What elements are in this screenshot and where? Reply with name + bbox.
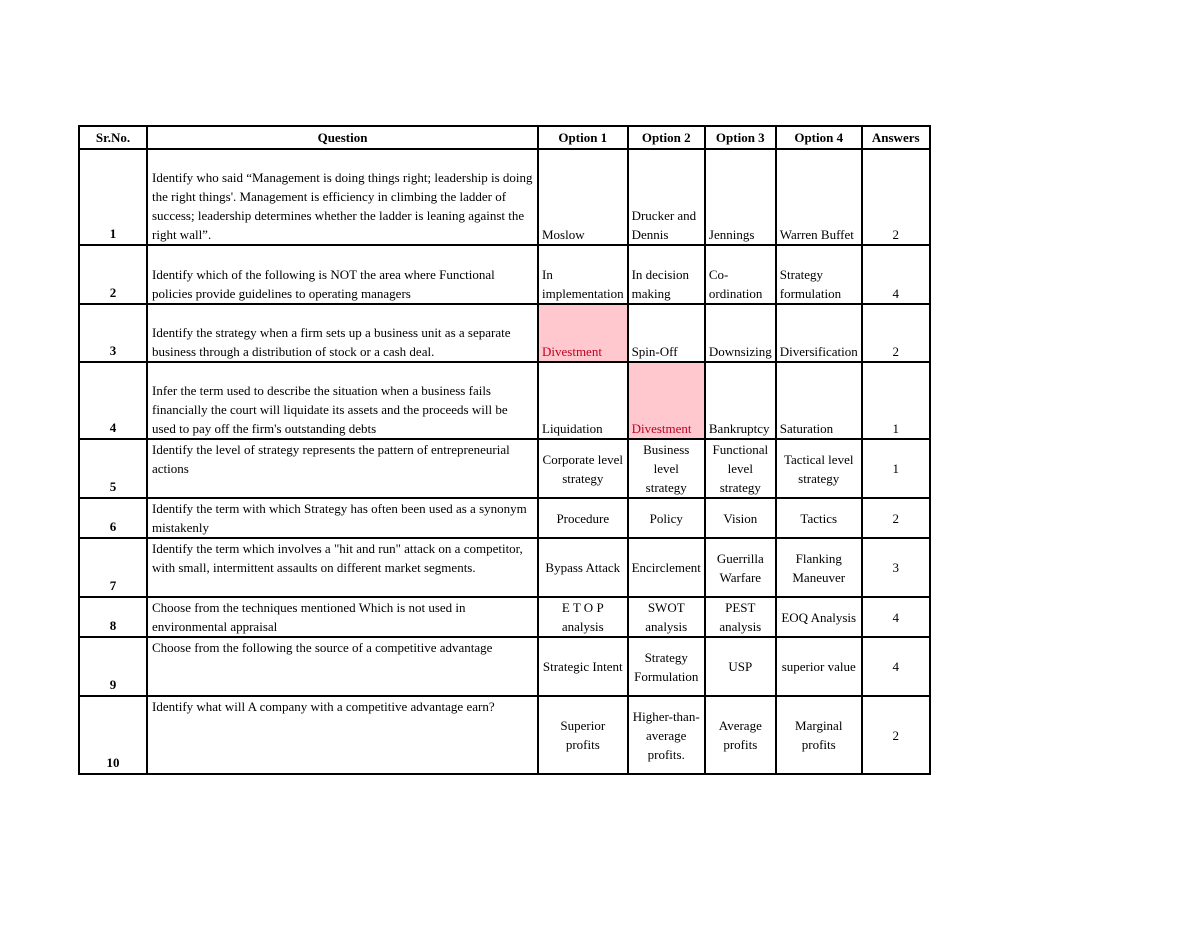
option-3-cell: USP [703,636,777,697]
answer-cell: 1 [860,361,931,440]
option-1-cell: Moslow [537,148,629,246]
question-cell: Identify who said “Management is doing t… [146,148,539,246]
option-2-cell: In decision making [626,244,706,305]
option-2-cell: Business level strategy [626,438,706,499]
srno-cell: 7 [78,537,148,598]
srno-cell: 10 [78,695,148,775]
column-header-option-4: Option 4 [774,125,863,150]
option-4-cell: Tactics [774,497,863,539]
option-2-cell: SWOT analysis [626,596,706,638]
answer-cell: 4 [860,596,931,638]
column-header-option-2: Option 2 [626,125,706,150]
option-1-cell: Bypass Attack [537,537,629,598]
option-1-cell: Corporate level strategy [537,438,629,499]
question-cell: Identify the term which involves a "hit … [146,537,539,598]
column-header-option-3: Option 3 [703,125,777,150]
document-page: Sr.No. Question Option 1 Option 2 Option 3 Op… [78,125,931,775]
srno-cell: 4 [78,361,148,440]
srno-cell: 3 [78,303,148,363]
table-header-row: Sr.No. Question Option 1 Option 2 Option 3 Op… [78,125,931,150]
option-1-cell: In implementation [537,244,629,305]
option-4-cell: superior value [774,636,863,697]
question-cell: Identify the strategy when a firm sets u… [146,303,539,363]
column-header-option-1: Option 1 [537,125,629,150]
srno-cell: 2 [78,244,148,305]
answer-cell: 2 [860,497,931,539]
option-3-cell: Functional level strategy [703,438,777,499]
option-3-cell: Bankruptcy [703,361,777,440]
option-4-cell: Tactical level strategy [774,438,863,499]
option-3-cell: Co-ordination [703,244,777,305]
option-2-cell: Encirclement [626,537,706,598]
column-header-answers: Answers [860,125,931,150]
table-row: 6 Identify the term with which Strategy h… [78,497,931,539]
option-4-cell: EOQ Analysis [774,596,863,638]
question-cell: Identify what will A company with a comp… [146,695,539,775]
answer-cell: 1 [860,438,931,499]
option-2-cell: Strategy Formulation [626,636,706,697]
option-2-cell: Spin-Off [626,303,706,363]
option-4-cell: Flanking Maneuver [774,537,863,598]
option-1-cell: Strategic Intent [537,636,629,697]
question-cell: Choose from the following the source of … [146,636,539,697]
option-2-cell: Divestment [626,361,706,440]
table-row: 2 Identify which of the following is NOT … [78,244,931,305]
option-3-cell: PEST analysis [703,596,777,638]
table-row: 8 Choose from the techniques mentioned Wh… [78,596,931,638]
column-header-srno: Sr.No. [78,125,148,150]
option-3-cell: Guerrilla Warfare [703,537,777,598]
option-3-cell: Downsizing [703,303,777,363]
question-cell: Identify the term with which Strategy ha… [146,497,539,539]
table-row: 4 Infer the term used to describe the sit… [78,361,931,440]
srno-cell: 8 [78,596,148,638]
option-4-cell: Saturation [774,361,863,440]
srno-cell: 1 [78,148,148,246]
srno-cell: 5 [78,438,148,499]
option-4-cell: Strategy formulation [774,244,863,305]
table-row: 7 Identify the term which involves a "hit… [78,537,931,598]
answer-cell: 2 [860,303,931,363]
option-4-cell: Warren Buffet [774,148,863,246]
table-body: 1 Identify who said “Management is doing … [78,148,931,775]
option-2-cell: Drucker and Dennis [626,148,706,246]
option-2-cell: Higher-than-average profits. [626,695,706,775]
question-cell: Identify which of the following is NOT t… [146,244,539,305]
answer-cell: 2 [860,695,931,775]
table-row: 3 Identify the strategy when a firm sets … [78,303,931,363]
answer-cell: 4 [860,636,931,697]
option-1-cell: Divestment [537,303,629,363]
table-row: 1 Identify who said “Management is doing … [78,148,931,246]
option-1-cell: Superior profits [537,695,629,775]
question-cell: Identify the level of strategy represent… [146,438,539,499]
table-row: 10 Identify what will A company with a co… [78,695,931,775]
table-row: 5 Identify the level of strategy represen… [78,438,931,499]
option-3-cell: Vision [703,497,777,539]
option-2-cell: Policy [626,497,706,539]
srno-cell: 9 [78,636,148,697]
option-4-cell: Marginal profits [774,695,863,775]
option-3-cell: Average profits [703,695,777,775]
answer-cell: 3 [860,537,931,598]
answer-cell: 4 [860,244,931,305]
column-header-question: Question [146,125,539,150]
srno-cell: 6 [78,497,148,539]
table-row: 9 Choose from the following the source of… [78,636,931,697]
option-1-cell: Liquidation [537,361,629,440]
option-3-cell: Jennings [703,148,777,246]
questions-table: Sr.No. Question Option 1 Option 2 Option 3 Op… [78,125,931,775]
option-1-cell: E T O P analysis [537,596,629,638]
answer-cell: 2 [860,148,931,246]
option-4-cell: Diversification [774,303,863,363]
question-cell: Infer the term used to describe the situ… [146,361,539,440]
option-1-cell: Procedure [537,497,629,539]
question-cell: Choose from the techniques mentioned Whi… [146,596,539,638]
